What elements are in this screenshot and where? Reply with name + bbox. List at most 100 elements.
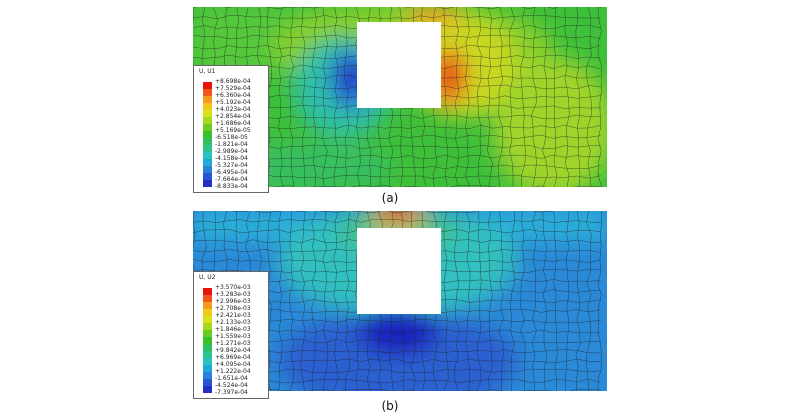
legend-band bbox=[203, 323, 212, 330]
legend-band bbox=[203, 295, 212, 302]
legend-value: +2.708e-03 bbox=[215, 305, 251, 312]
mesh-line bbox=[487, 7, 493, 187]
legend-band bbox=[203, 124, 212, 131]
legend-band bbox=[203, 138, 212, 145]
legend-value: +2.854e-04 bbox=[215, 113, 251, 120]
legend-value: +1.846e-03 bbox=[215, 326, 251, 333]
legend-band bbox=[203, 103, 212, 110]
mesh-line bbox=[476, 211, 482, 391]
mesh-line bbox=[278, 7, 284, 187]
mesh-line bbox=[193, 7, 602, 10]
legend-value: +8.698e-04 bbox=[215, 78, 251, 85]
legend-band bbox=[203, 365, 212, 372]
legend-value: +2.133e-03 bbox=[215, 319, 251, 326]
legend-value: +4.023e-04 bbox=[215, 106, 251, 113]
contour-field-u2 bbox=[193, 211, 607, 391]
legend-band bbox=[203, 82, 212, 89]
legend-colorbar bbox=[203, 288, 212, 393]
legend-band bbox=[203, 337, 212, 344]
legend-band bbox=[203, 117, 212, 124]
legend-value: +1.686e-04 bbox=[215, 120, 251, 127]
mesh-line bbox=[476, 7, 482, 187]
legend-band bbox=[203, 89, 212, 96]
legend-u1: U, U1 +8.698e-04 +7.529e-04 +6.360e-04 +5.1… bbox=[193, 65, 269, 193]
mesh-line bbox=[443, 211, 449, 391]
legend-value: -6.495e-04 bbox=[215, 169, 248, 176]
legend-band bbox=[203, 386, 212, 393]
legend-value: +6.969e-04 bbox=[215, 354, 251, 361]
legend-band bbox=[203, 344, 212, 351]
legend-value: -5.327e-04 bbox=[215, 162, 248, 169]
mesh-line bbox=[278, 211, 283, 391]
legend-value: +4.095e-04 bbox=[215, 361, 251, 368]
legend-band bbox=[203, 372, 212, 379]
legend-value: +6.360e-04 bbox=[215, 92, 251, 99]
legend-value: +3.570e-03 bbox=[215, 284, 251, 291]
caption-b: (b) bbox=[381, 399, 399, 413]
mesh-line bbox=[289, 7, 295, 187]
legend-band bbox=[203, 145, 212, 152]
legend-value: -1.821e-04 bbox=[215, 141, 248, 148]
legend-band bbox=[203, 309, 212, 316]
legend-band bbox=[203, 159, 212, 166]
legend-band bbox=[203, 358, 212, 365]
square-hole bbox=[357, 228, 441, 314]
square-hole bbox=[357, 22, 441, 108]
mesh-line bbox=[520, 7, 526, 187]
legend-band bbox=[203, 96, 212, 103]
mesh-line bbox=[345, 211, 350, 391]
legend-title: U, U1 bbox=[199, 68, 216, 75]
legend-band bbox=[203, 316, 212, 323]
contour-plot-u2: U, U2 +3.570e-03 +3.283e-03 +2.996e-03 +2.7… bbox=[193, 211, 607, 399]
caption-a: (a) bbox=[381, 191, 399, 205]
legend-band bbox=[203, 131, 212, 138]
legend-value: -7.664e-04 bbox=[215, 176, 248, 183]
mesh-line bbox=[465, 7, 470, 187]
legend-values: +8.698e-04 +7.529e-04 +6.360e-04 +5.192e-04… bbox=[215, 78, 251, 190]
mesh-line bbox=[193, 218, 602, 224]
mesh-line bbox=[542, 211, 548, 391]
legend-value: +5.169e-05 bbox=[215, 127, 251, 134]
legend-value: -4.158e-04 bbox=[215, 155, 248, 162]
legend-band bbox=[203, 152, 212, 159]
mesh-line bbox=[597, 7, 602, 187]
mesh-line bbox=[322, 211, 328, 391]
mesh-line bbox=[454, 211, 460, 391]
contour-plot-u1: U, U1 +8.698e-04 +7.529e-04 +6.360e-04 +5.1… bbox=[193, 7, 607, 193]
legend-title: U, U2 bbox=[199, 274, 216, 281]
legend-band bbox=[203, 379, 212, 386]
legend-band bbox=[203, 288, 212, 295]
mesh-line bbox=[553, 211, 558, 391]
legend-value: -8.833e-04 bbox=[215, 183, 248, 190]
mesh-line bbox=[597, 211, 603, 391]
legend-u2: U, U2 +3.570e-03 +3.283e-03 +2.996e-03 +2.7… bbox=[193, 271, 269, 399]
mesh-line bbox=[575, 7, 581, 187]
legend-value: +1.271e-03 bbox=[215, 340, 251, 347]
mesh-line bbox=[575, 211, 581, 391]
legend-band bbox=[203, 351, 212, 358]
legend-value: +2.996e-03 bbox=[215, 298, 251, 305]
legend-values: +3.570e-03 +3.283e-03 +2.996e-03 +2.708e-03… bbox=[215, 284, 251, 396]
legend-band bbox=[203, 173, 212, 180]
mesh-line bbox=[465, 211, 471, 391]
legend-value: -1.651e-04 bbox=[215, 375, 248, 382]
mesh-line bbox=[193, 14, 602, 20]
mesh-line bbox=[443, 7, 449, 187]
legend-value: -4.524e-04 bbox=[215, 382, 248, 389]
legend-value: +2.421e-03 bbox=[215, 312, 251, 319]
legend-value: +5.192e-04 bbox=[215, 99, 251, 106]
legend-value: -7.397e-04 bbox=[215, 389, 248, 396]
mesh-line bbox=[333, 211, 339, 391]
mesh-line bbox=[267, 211, 272, 391]
legend-value: +3.283e-03 bbox=[215, 291, 251, 298]
legend-value: -6.518e-05 bbox=[215, 134, 248, 141]
legend-colorbar bbox=[203, 82, 212, 187]
mesh-line bbox=[311, 211, 317, 391]
legend-value: +7.529e-04 bbox=[215, 85, 251, 92]
mesh-line bbox=[322, 7, 328, 187]
legend-value: -2.989e-04 bbox=[215, 148, 248, 155]
mesh-line bbox=[193, 211, 578, 214]
legend-value: +9.842e-04 bbox=[215, 347, 251, 354]
mesh-line bbox=[510, 211, 515, 391]
legend-band bbox=[203, 330, 212, 337]
